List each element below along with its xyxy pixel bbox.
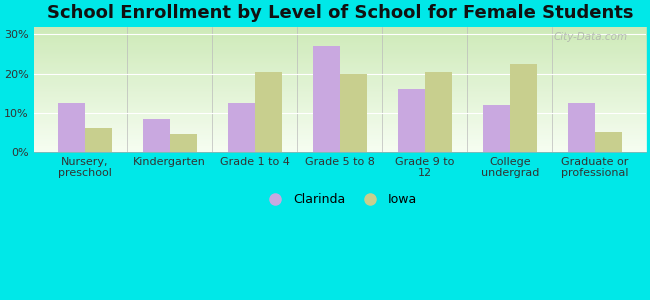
Bar [567, 103, 595, 152]
Bar [58, 103, 84, 152]
Text: City-Data.com: City-Data.com [553, 32, 627, 41]
Bar [510, 64, 537, 152]
Bar [313, 46, 340, 152]
Legend: Clarinda, Iowa: Clarinda, Iowa [258, 188, 422, 211]
Bar [482, 105, 510, 152]
Bar [227, 103, 255, 152]
Bar [425, 72, 452, 152]
Title: School Enrollment by Level of School for Female Students: School Enrollment by Level of School for… [47, 4, 633, 22]
Bar [142, 118, 170, 152]
Bar [170, 134, 197, 152]
Bar [255, 72, 282, 152]
Bar [340, 74, 367, 152]
Bar [398, 89, 425, 152]
Bar [84, 128, 112, 152]
Bar [595, 132, 622, 152]
